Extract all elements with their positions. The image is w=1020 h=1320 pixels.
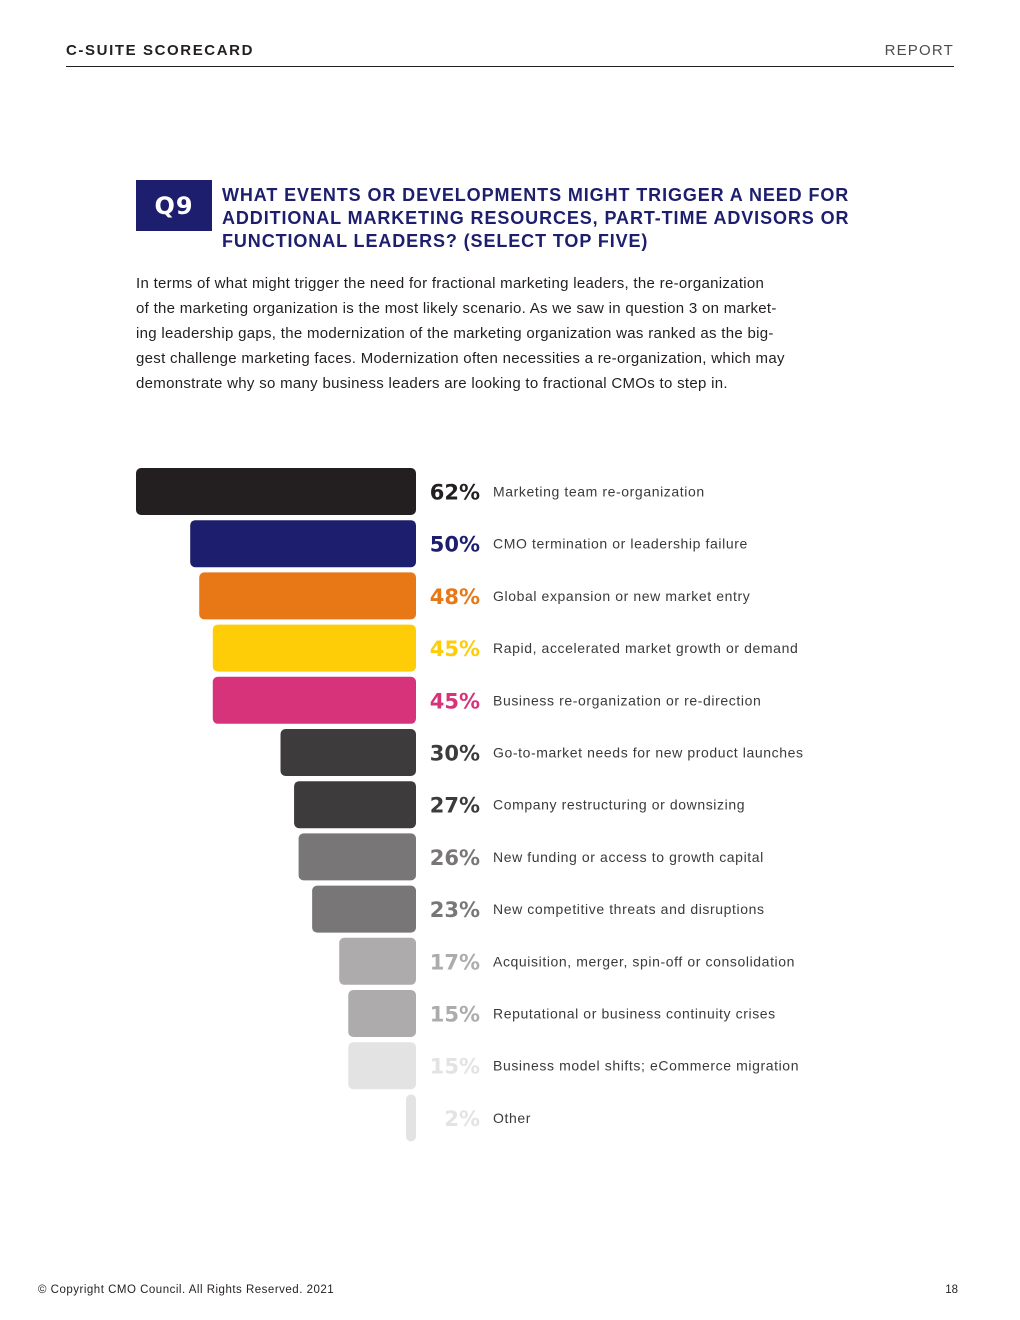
intro-paragraph: In terms of what might trigger the need … [136,271,896,396]
question-title-line: WHAT EVENTS OR DEVELOPMENTS MIGHT TRIGGE… [222,185,850,205]
bar-category-label: CMO termination or leadership failure [493,536,748,552]
bar-category-label: Business model shifts; eCommerce migrati… [493,1058,799,1074]
bar-value-label: 17% [430,950,480,974]
question-badge: Q9 [136,180,212,231]
bar-category-label: Reputational or business continuity cris… [493,1006,776,1022]
bar [212,624,416,672]
bar [136,468,416,515]
bar-value-label: 50% [430,533,480,557]
bar [294,781,416,829]
intro-line: In terms of what might trigger the need … [136,275,765,292]
bar-category-label: Global expansion or new market entry [493,588,750,604]
bar [212,676,416,724]
bar-category-label: Marketing team re-organization [493,484,705,500]
bar [298,833,416,881]
bar-category-label: Rapid, accelerated market growth or dema… [493,640,798,656]
bar-category-label: New competitive threats and disruptions [493,901,765,917]
section-label: REPORT [884,42,954,59]
page-header: C-SUITE SCORECARD REPORT [66,42,954,67]
publication-title: C-SUITE SCORECARD [66,42,255,59]
intro-line: of the marketing organization is the mos… [136,300,777,317]
bar-category-label: Other [493,1110,531,1126]
question-title-line: ADDITIONAL MARKETING RESOURCES, PART-TIM… [222,208,850,228]
intro-line: gest challenge marketing faces. Moderniz… [136,350,785,367]
intro-line: ing leadership gaps, the modernization o… [136,325,774,342]
bar [190,520,416,568]
bar-category-label: New funding or access to growth capital [493,849,764,865]
question-title-line: FUNCTIONAL LEADERS? (SELECT TOP FIVE) [222,231,649,251]
bar-value-label: 45% [430,637,480,661]
bar-value-label: 30% [430,742,480,766]
page-number: 18 [945,1284,958,1296]
bar-value-label: 15% [430,1003,480,1027]
bar-category-label: Acquisition, merger, spin-off or consoli… [493,953,795,969]
bar-value-label: 27% [430,794,480,818]
intro-line: demonstrate why so many business leaders… [136,375,728,392]
bar-value-label: 2% [444,1107,480,1131]
bar [348,1042,416,1090]
bar-category-label: Company restructuring or downsizing [493,797,745,813]
bar [280,729,416,776]
bar [312,885,416,933]
bar [348,990,416,1037]
bar-value-label: 62% [430,481,480,505]
bar-category-label: Go-to-market needs for new product launc… [493,745,804,761]
bar [406,1094,416,1142]
copyright-notice: © Copyright CMO Council. All Rights Rese… [38,1284,335,1296]
bar [339,937,416,985]
bar-value-label: 48% [430,585,480,609]
bar [199,572,416,620]
bar-value-label: 23% [430,898,480,922]
bar-value-label: 15% [430,1055,480,1079]
bar-category-label: Business re-organization or re-direction [493,692,761,708]
bar-value-label: 26% [430,846,480,870]
bar-value-label: 45% [430,689,480,713]
question-title: WHAT EVENTS OR DEVELOPMENTS MIGHT TRIGGE… [222,184,902,253]
